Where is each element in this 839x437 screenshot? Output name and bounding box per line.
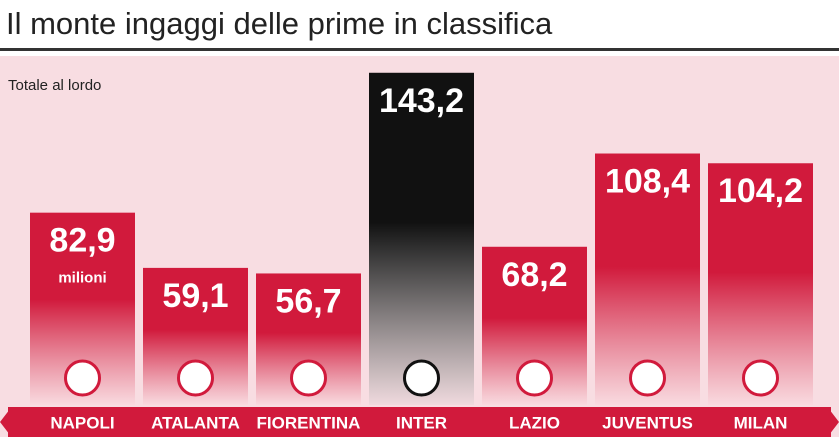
x-tick-label: MILAN [734,413,788,432]
subtitle: Totale al lordo [8,77,101,94]
club-logo [64,359,101,397]
value-label: 56,7 [275,282,341,320]
x-tick-label: JUVENTUS [602,413,693,432]
value-label: 68,2 [501,256,567,294]
value-label: 59,1 [162,277,228,315]
x-tick-label: LAZIO [509,413,560,432]
value-label: 104,2 [718,172,803,210]
title-rule [0,48,839,51]
band-end [829,409,839,435]
value-label: 143,2 [379,82,464,120]
club-logo [742,359,779,397]
club-logo [403,359,440,397]
x-tick-label: INTER [396,413,447,432]
bar-fade [369,72,474,405]
chart-title: Il monte ingaggi delle prime in classifi… [6,6,553,41]
band-end [0,409,10,435]
club-logo [629,359,666,397]
x-tick-label: FIORENTINA [257,413,361,432]
club-logo [516,359,553,397]
x-tick-label: ATALANTA [151,413,240,432]
x-tick-label: NAPOLI [50,413,114,432]
club-logo [290,359,327,397]
value-label: 108,4 [605,162,690,200]
annotation: milioni [58,270,106,287]
category-band [8,407,831,437]
value-label: 82,9 [49,222,115,260]
club-logo [177,359,214,397]
